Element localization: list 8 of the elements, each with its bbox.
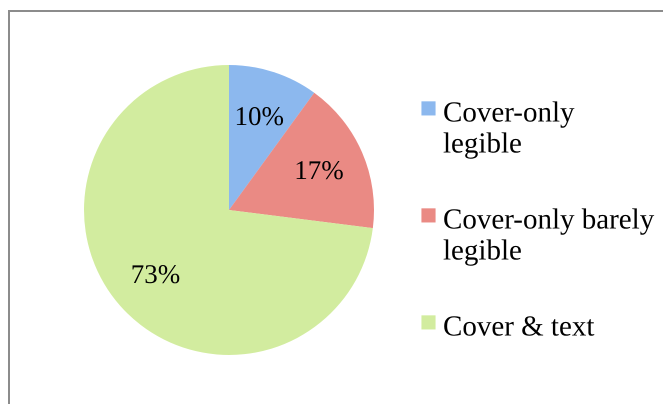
legend-label: Cover-only legible [443, 96, 576, 160]
data-label: 17% [294, 155, 344, 186]
legend-label: Cover & text [443, 310, 594, 342]
legend-label: Cover-only barely legible [443, 204, 655, 266]
data-label: 73% [130, 258, 180, 289]
pie-slice [229, 92, 374, 228]
pie-slice [84, 65, 373, 355]
data-label: 10% [234, 100, 284, 131]
